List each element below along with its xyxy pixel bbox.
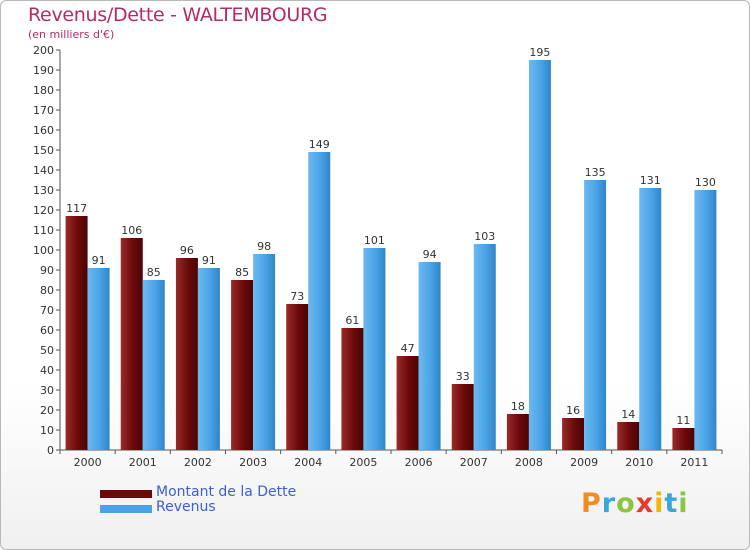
bar-revenus	[418, 262, 441, 450]
x-tick-label: 2002	[184, 456, 212, 469]
value-label-dette: 47	[401, 342, 415, 355]
y-tick-label: 200	[33, 44, 54, 57]
y-tick-label: 110	[33, 224, 54, 237]
bar-revenus	[87, 268, 110, 450]
logo-letter: t	[664, 488, 679, 519]
y-tick-label: 70	[40, 304, 54, 317]
legend-swatch-revenus	[100, 505, 152, 513]
y-tick-label: 100	[33, 244, 54, 257]
bar-dette	[120, 238, 143, 450]
bar-dette	[506, 414, 529, 450]
bar-dette	[286, 304, 309, 450]
y-tick-label: 60	[40, 324, 54, 337]
logo-letter: o	[616, 488, 636, 519]
value-label-revenus: 91	[202, 254, 216, 267]
y-tick-label: 120	[33, 204, 54, 217]
x-tick-label: 2005	[349, 456, 377, 469]
value-label-revenus: 130	[695, 176, 716, 189]
value-label-dette: 11	[676, 414, 690, 427]
bar-revenus	[694, 190, 717, 450]
y-tick-label: 170	[33, 104, 54, 117]
logo-letter: r	[601, 488, 617, 519]
value-label-revenus: 135	[585, 166, 606, 179]
bar-dette	[672, 428, 695, 450]
legend-swatch-dette	[100, 490, 152, 498]
y-tick-label: 40	[40, 364, 54, 377]
x-tick-label: 2010	[625, 456, 653, 469]
bar-dette	[65, 216, 88, 450]
x-tick-label: 2004	[294, 456, 322, 469]
value-label-revenus: 131	[640, 174, 661, 187]
logo-letter: x	[635, 488, 655, 519]
y-tick-label: 190	[33, 64, 54, 77]
chart-title: Revenus/Dette - WALTEMBOURG	[28, 4, 328, 26]
value-label-dette: 117	[66, 202, 87, 215]
y-tick-label: 90	[40, 264, 54, 277]
logo-letter: i	[654, 488, 665, 519]
x-tick-label: 2003	[239, 456, 267, 469]
value-label-dette: 14	[621, 408, 635, 421]
y-tick-label: 140	[33, 164, 54, 177]
value-label-dette: 73	[290, 290, 304, 303]
y-tick-label: 20	[40, 404, 54, 417]
value-label-revenus: 149	[309, 138, 330, 151]
bar-revenus	[584, 180, 607, 450]
value-label-revenus: 85	[147, 266, 161, 279]
bar-revenus	[639, 188, 662, 450]
x-tick-label: 2000	[74, 456, 102, 469]
axes: 0 10 20 30 40 50 60 70 80 90 100 110 120 130 140 150 160…	[33, 44, 723, 469]
value-label-dette: 61	[345, 314, 359, 327]
legend-label-dette: Montant de la Dette	[156, 484, 297, 500]
y-tick-label: 80	[40, 284, 54, 297]
y-tick-label: 0	[47, 444, 54, 457]
value-label-dette: 96	[180, 244, 194, 257]
bar-dette	[231, 280, 254, 450]
bar-revenus	[528, 60, 551, 450]
bar-revenus	[308, 152, 331, 450]
value-label-dette: 85	[235, 266, 249, 279]
y-tick-label: 150	[33, 144, 54, 157]
bar-dette	[451, 384, 474, 450]
y-tick-label: 180	[33, 84, 54, 97]
bar-revenus	[142, 280, 165, 450]
legend-label-revenus: Revenus	[156, 499, 216, 515]
bar-dette	[562, 418, 585, 450]
y-tick-label: 50	[40, 344, 54, 357]
value-labels: 117 91 106 85 96 91 85 98 73 149 61 101 47 94 33 103 18 1…	[66, 46, 716, 427]
value-label-dette: 106	[121, 224, 142, 237]
value-label-dette: 18	[511, 400, 525, 413]
proxiti-logo: Proxiti	[581, 488, 689, 519]
logo-letter: i	[678, 488, 689, 519]
value-label-revenus: 98	[257, 240, 271, 253]
x-tick-label: 2001	[129, 456, 157, 469]
logo-letter: P	[581, 488, 602, 519]
bar-dette	[175, 258, 198, 450]
value-label-revenus: 94	[423, 248, 437, 261]
bar-dette	[341, 328, 364, 450]
bar-dette	[396, 356, 419, 450]
x-tick-label: 2008	[515, 456, 543, 469]
value-label-revenus: 91	[92, 254, 106, 267]
bar-revenus	[197, 268, 220, 450]
bar-revenus	[473, 244, 496, 450]
y-tick-label: 130	[33, 184, 54, 197]
y-tick-label: 30	[40, 384, 54, 397]
y-tick-label: 160	[33, 124, 54, 137]
x-tick-label: 2009	[570, 456, 598, 469]
value-label-revenus: 103	[474, 230, 495, 243]
value-label-revenus: 195	[529, 46, 550, 59]
bars	[65, 60, 717, 450]
value-label-dette: 33	[456, 370, 470, 383]
value-label-revenus: 101	[364, 234, 385, 247]
x-tick-label: 2011	[680, 456, 708, 469]
chart-subtitle: (en milliers d'€)	[28, 28, 115, 41]
x-tick-label: 2007	[460, 456, 488, 469]
bar-revenus	[253, 254, 276, 450]
value-label-dette: 16	[566, 404, 580, 417]
y-tick-label: 10	[40, 424, 54, 437]
bar-revenus	[363, 248, 386, 450]
x-tick-label: 2006	[405, 456, 433, 469]
bar-dette	[617, 422, 640, 450]
